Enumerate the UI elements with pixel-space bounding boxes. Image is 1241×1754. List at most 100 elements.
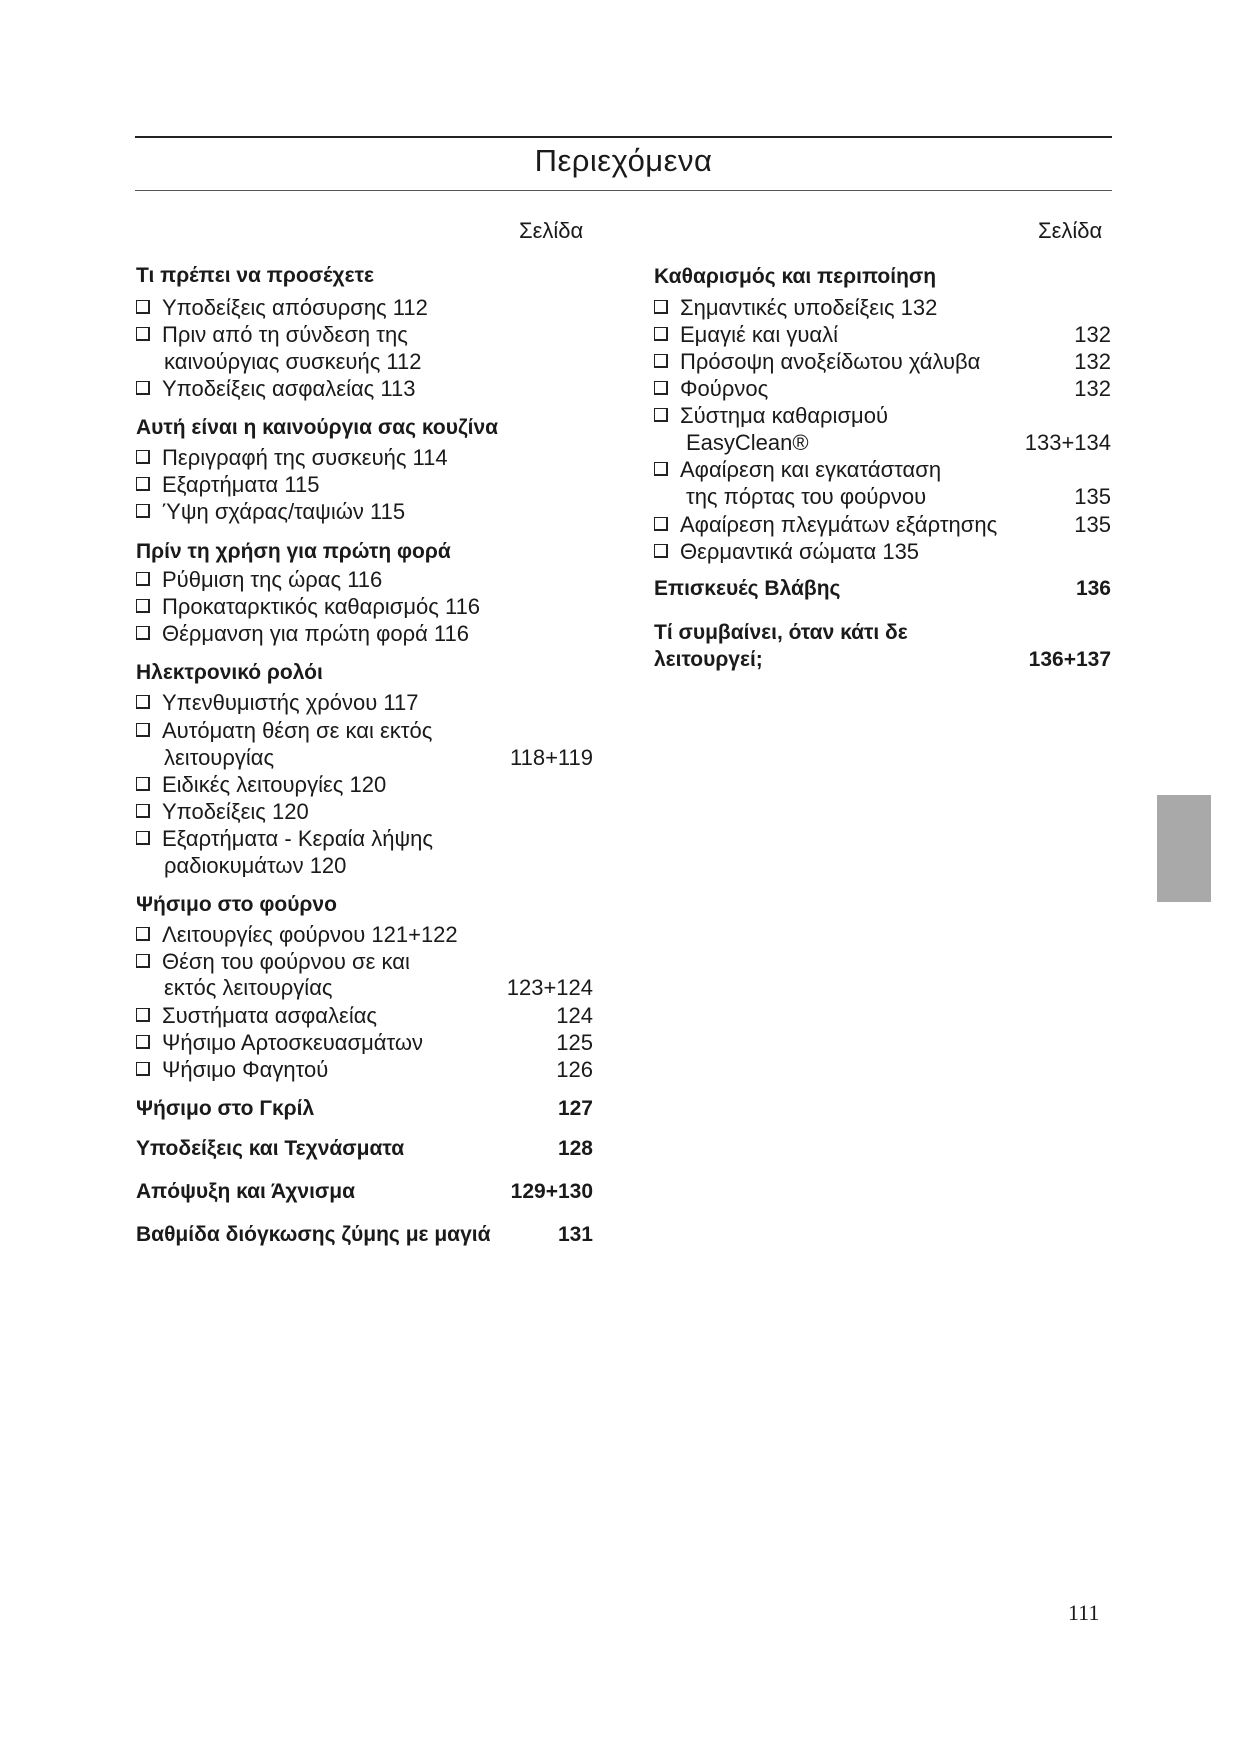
toc-heading: Βαθμίδα διόγκωσης ζύμης με μαγιά 131 bbox=[136, 1222, 593, 1248]
checkbox-bullet-icon bbox=[654, 300, 668, 314]
toc-heading: Επισκευές Βλάβης 136 bbox=[654, 576, 1111, 602]
toc-entry-title: Αφαίρεση και εγκατάσταση bbox=[680, 457, 942, 482]
toc-entry-title: Εμαγιέ και γυαλί bbox=[680, 322, 838, 347]
toc-entry-title: Ψήσιμο στο φούρνο bbox=[136, 893, 337, 916]
toc-entry: Αυτόματη θέση σε και εκτός bbox=[136, 718, 593, 744]
toc-entry-title: Θερμαντικά σώματα 135 bbox=[680, 539, 920, 564]
right-page-column-label: Σελίδα bbox=[1038, 218, 1103, 243]
toc-entry-title: Υποδείξεις ασφαλείας 113 bbox=[162, 376, 416, 401]
toc-page-number: 132 bbox=[1074, 322, 1111, 347]
toc-page-number: 126 bbox=[556, 1057, 593, 1082]
checkbox-bullet-icon bbox=[654, 354, 668, 368]
checkbox-bullet-icon bbox=[654, 408, 668, 422]
toc-page-number: 124 bbox=[556, 1003, 593, 1028]
toc-heading: Τι πρέπει να προσέχετε bbox=[136, 263, 593, 289]
checkbox-bullet-icon bbox=[654, 462, 668, 476]
checkbox-bullet-icon bbox=[136, 1008, 150, 1022]
toc-entry-title: Περιγραφή της συσκευής 114 bbox=[162, 445, 448, 470]
toc-page-number: 136 bbox=[1075, 577, 1111, 600]
toc-entry: Ψήσιμο Αρτοσκευασμάτων 125 bbox=[136, 1030, 593, 1056]
checkbox-bullet-icon bbox=[136, 1062, 150, 1076]
toc-entry-title: Πρόσοψη ανοξείδωτου χάλυβα bbox=[680, 349, 981, 374]
toc-entry-title: Αυτόματη θέση σε και εκτός bbox=[162, 718, 433, 743]
toc-entry: Θέρμανση για πρώτη φορά 116 bbox=[136, 621, 593, 647]
checkbox-bullet-icon bbox=[136, 695, 150, 709]
toc-heading: Ψήσιμο στο Γκρίλ 127 bbox=[136, 1096, 593, 1122]
toc-entry-title: Θέρμανση για πρώτη φορά 116 bbox=[162, 621, 469, 646]
toc-entry-title: καινούργιας συσκευής 112 bbox=[164, 349, 422, 374]
toc-entry: Υποδείξεις ασφαλείας 113 bbox=[136, 376, 593, 402]
checkbox-bullet-icon bbox=[654, 381, 668, 395]
toc-entry-title: Ρύθμιση της ώρας 116 bbox=[162, 567, 383, 592]
toc-entry: Ειδικές λειτουργίες 120 bbox=[136, 772, 593, 798]
toc-entry-title: ραδιοκυμάτων 120 bbox=[164, 853, 347, 878]
toc-entry-title: Αυτή είναι η καινούργια σας κουζίνα bbox=[136, 416, 499, 439]
toc-page-number: 131 bbox=[557, 1223, 593, 1246]
toc-entry-title: Καθαρισμός και περιποίηση bbox=[654, 265, 937, 288]
toc-page-number: 128 bbox=[557, 1137, 593, 1160]
checkbox-bullet-icon bbox=[136, 723, 150, 737]
toc-entry-title: Προκαταρκτικός καθαρισμός 116 bbox=[162, 594, 481, 619]
checkbox-bullet-icon bbox=[136, 626, 150, 640]
page-title: Περιεχόμενα bbox=[534, 143, 713, 178]
top-rule bbox=[135, 136, 1112, 138]
toc-entry-title: Εξαρτήματα - Κεραία λήψης bbox=[162, 826, 434, 851]
toc-entry-title: εκτός λειτουργίας bbox=[164, 975, 333, 1000]
toc-entry: καινούργιας συσκευής 112 bbox=[136, 349, 593, 375]
checkbox-bullet-icon bbox=[136, 381, 150, 395]
toc-page-number: 132 bbox=[1074, 376, 1111, 401]
toc-entry: Αφαίρεση πλεγμάτων εξάρτησης 135 bbox=[654, 512, 1111, 538]
toc-entry-title: λειτουργεί; bbox=[654, 648, 763, 671]
checkbox-bullet-icon bbox=[136, 927, 150, 941]
checkbox-bullet-icon bbox=[136, 599, 150, 613]
title-rule bbox=[135, 190, 1112, 191]
checkbox-bullet-icon bbox=[654, 544, 668, 558]
toc-entry: Σύστημα καθαρισμού bbox=[654, 403, 1111, 429]
toc-entry-title: Θέση του φούρνου σε και bbox=[162, 949, 410, 974]
toc-entry: Ψήσιμο Φαγητού 126 bbox=[136, 1057, 593, 1083]
checkbox-bullet-icon bbox=[136, 477, 150, 491]
toc-page-number: 133+134 bbox=[1024, 430, 1111, 455]
toc-entry-title: EasyClean® bbox=[686, 430, 809, 455]
checkbox-bullet-icon bbox=[136, 300, 150, 314]
toc-entry: της πόρτας του φούρνου 135 bbox=[654, 484, 1111, 510]
toc-entry-title: Σημαντικές υποδείξεις 132 bbox=[680, 295, 938, 320]
checkbox-bullet-icon bbox=[654, 517, 668, 531]
toc-entry: ραδιοκυμάτων 120 bbox=[136, 853, 593, 879]
toc-entry: Ρύθμιση της ώρας 116 bbox=[136, 567, 593, 593]
toc-entry-title: Ύψη σχάρας/ταψιών 115 bbox=[162, 499, 406, 524]
toc-page-number: 118+119 bbox=[510, 745, 593, 770]
toc-entry-title: Τί συμβαίνει, όταν κάτι δε bbox=[654, 621, 908, 644]
toc-entry: Πρόσοψη ανοξείδωτου χάλυβα 132 bbox=[654, 349, 1111, 375]
toc-heading: Τί συμβαίνει, όταν κάτι δε bbox=[654, 620, 1111, 646]
toc-heading: Πρίν τη χρήση για πρώτη φορά bbox=[136, 539, 593, 565]
section-tab bbox=[1157, 795, 1211, 902]
toc-entry: λειτουργίας 118+119 bbox=[136, 745, 593, 771]
toc-entry-title: Υπενθυμιστής χρόνου 117 bbox=[162, 690, 419, 715]
toc-page-number: 136+137 bbox=[1028, 648, 1111, 671]
toc-heading: Αυτή είναι η καινούργια σας κουζίνα bbox=[136, 415, 593, 441]
toc-page-number: 129+130 bbox=[510, 1180, 593, 1203]
toc-entry-title: Ηλεκτρονικό ρολόι bbox=[136, 661, 323, 684]
toc-entry: Υπενθυμιστής χρόνου 117 bbox=[136, 690, 593, 716]
toc-entry-title: Βαθμίδα διόγκωσης ζύμης με μαγιά bbox=[136, 1223, 491, 1246]
checkbox-bullet-icon bbox=[136, 450, 150, 464]
toc-entry: Θέση του φούρνου σε και bbox=[136, 949, 593, 975]
toc-entry: Υποδείξεις 120 bbox=[136, 799, 593, 825]
toc-page-number: 132 bbox=[1074, 349, 1111, 374]
toc-entry: Αφαίρεση και εγκατάσταση bbox=[654, 457, 1111, 483]
checkbox-bullet-icon bbox=[136, 954, 150, 968]
toc-heading: Υποδείξεις και Τεχνάσματα 128 bbox=[136, 1136, 593, 1162]
checkbox-bullet-icon bbox=[136, 804, 150, 818]
toc-heading: Ηλεκτρονικό ρολόι bbox=[136, 660, 593, 686]
checkbox-bullet-icon bbox=[136, 327, 150, 341]
toc-entry-title: Απόψυξη και Άχνισμα bbox=[136, 1180, 356, 1203]
toc-entry: Εξαρτήματα - Κεραία λήψης bbox=[136, 826, 593, 852]
toc-entry-title: Λειτουργίες φούρνου 121+122 bbox=[162, 922, 458, 947]
toc-entry: EasyClean® 133+134 bbox=[654, 430, 1111, 456]
toc-entry: Ύψη σχάρας/ταψιών 115 bbox=[136, 499, 593, 525]
checkbox-bullet-icon bbox=[136, 777, 150, 791]
toc-page-number: 135 bbox=[1074, 512, 1111, 537]
toc-page-number: 127 bbox=[557, 1097, 593, 1120]
page-number: 111 bbox=[1068, 1600, 1100, 1625]
